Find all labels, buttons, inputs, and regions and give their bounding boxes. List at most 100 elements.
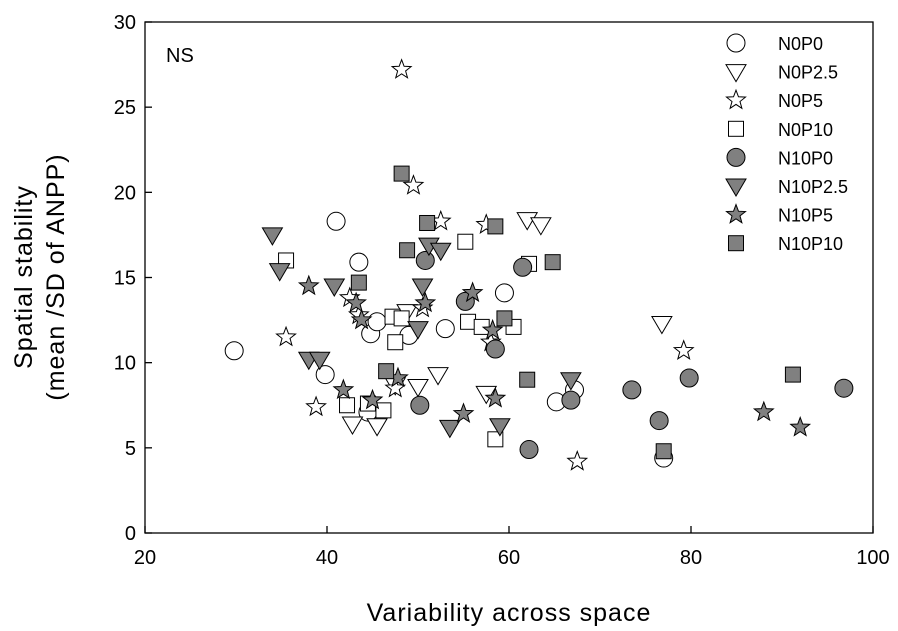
data-point <box>341 416 364 435</box>
y-axis-label-line1: Spatial stability <box>10 185 38 369</box>
data-point <box>484 387 507 408</box>
legend-marker <box>728 120 744 137</box>
data-point <box>366 418 388 437</box>
data-point <box>367 312 387 332</box>
data-point <box>402 174 425 195</box>
data-point <box>414 291 437 313</box>
data-point <box>560 372 582 391</box>
data-point <box>349 252 369 272</box>
legend-item: N10P5 <box>725 203 833 226</box>
data-point <box>519 440 539 460</box>
x-tick-label: 40 <box>316 547 338 569</box>
legend-item: N10P0 <box>726 147 833 168</box>
data-point <box>481 318 504 340</box>
data-point <box>399 242 416 259</box>
data-point <box>752 400 775 422</box>
y-tick-label: 15 <box>114 268 136 290</box>
data-point <box>411 278 434 298</box>
series-N10P10 <box>350 165 801 460</box>
series-N10P2.5 <box>261 227 582 439</box>
y-tick-label: 20 <box>114 182 136 204</box>
data-point <box>561 390 581 410</box>
legend-item: N0P0 <box>726 33 823 54</box>
data-point <box>679 368 699 388</box>
legend-label: N10P2.5 <box>778 177 848 197</box>
legend-marker <box>728 235 744 252</box>
legend-marker <box>726 33 746 53</box>
data-point <box>326 211 346 231</box>
legend-item: N10P10 <box>728 234 843 254</box>
data-point <box>651 315 673 335</box>
annotation-ns: NS <box>166 45 194 67</box>
data-point <box>410 395 430 415</box>
x-tick-label: 100 <box>856 547 889 569</box>
x-tick-label: 60 <box>498 547 520 569</box>
data-point <box>485 339 505 359</box>
data-point <box>513 257 533 277</box>
data-point <box>655 443 672 460</box>
data-point <box>784 366 801 383</box>
data-point <box>622 380 642 400</box>
plot-frame <box>144 21 874 534</box>
legend-marker <box>726 147 746 167</box>
data-point <box>323 278 346 298</box>
data-point <box>516 212 539 231</box>
data-point <box>390 58 413 79</box>
data-point <box>461 281 484 303</box>
data-point <box>297 274 320 296</box>
data-point <box>419 214 436 231</box>
y-tick-label: 25 <box>114 97 136 119</box>
data-point <box>672 339 695 360</box>
data-point <box>496 310 513 327</box>
data-point <box>460 313 477 330</box>
series-N10P0 <box>410 250 854 460</box>
data-point <box>393 165 410 182</box>
data-point <box>566 450 589 471</box>
data-point <box>361 388 384 410</box>
legend-label: N10P10 <box>778 234 843 254</box>
axes: 20 40 60 80 100 0 5 10 15 20 25 30 <box>114 12 890 569</box>
x-tick-label: 20 <box>134 547 156 569</box>
data-point <box>427 367 449 386</box>
legend-marker <box>725 178 747 197</box>
y-tick-label: 5 <box>125 438 136 460</box>
data-point <box>393 310 410 327</box>
data-point <box>339 397 356 414</box>
data-points <box>224 58 854 471</box>
legend-label: N0P5 <box>778 91 823 111</box>
data-point <box>487 431 504 448</box>
series-N10P5 <box>297 274 812 437</box>
legend-label: N0P0 <box>778 34 823 54</box>
data-point <box>308 351 331 371</box>
y-tick-label: 30 <box>114 12 136 34</box>
data-point <box>315 365 335 385</box>
data-point <box>649 411 669 431</box>
x-tick-label: 80 <box>680 547 702 569</box>
data-point <box>350 308 373 330</box>
data-point <box>345 291 367 313</box>
legend-item: N0P5 <box>725 88 823 111</box>
data-point <box>415 250 435 270</box>
data-point <box>452 402 475 424</box>
data-point <box>387 334 404 351</box>
legend-label: N0P10 <box>778 120 833 140</box>
data-point <box>224 341 244 361</box>
data-point <box>268 263 291 282</box>
data-point <box>457 233 474 250</box>
data-point <box>275 325 297 347</box>
data-point <box>529 217 552 236</box>
legend-label: N10P5 <box>778 206 833 226</box>
legend-item: N0P2.5 <box>725 63 838 83</box>
data-point <box>438 419 461 439</box>
data-point <box>489 418 511 437</box>
x-axis-label: Variability across space <box>367 599 652 627</box>
legend-item: N0P10 <box>728 120 833 140</box>
data-point <box>375 402 392 419</box>
data-point <box>435 319 455 339</box>
data-point <box>487 218 504 235</box>
data-point <box>494 283 514 303</box>
data-point <box>519 371 536 388</box>
data-point <box>407 379 429 398</box>
legend-item: N10P2.5 <box>725 177 848 197</box>
